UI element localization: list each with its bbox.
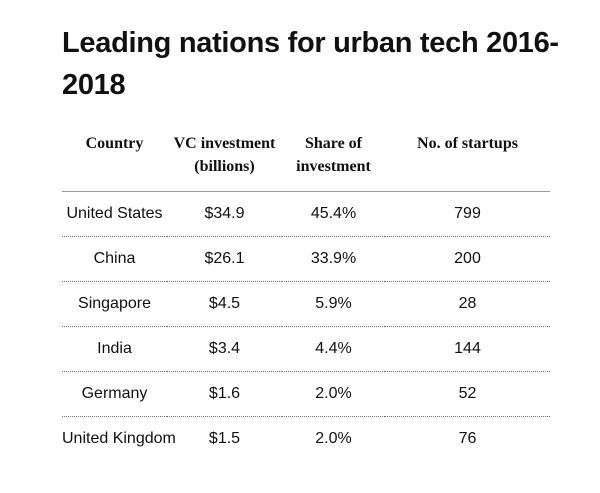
cell-vc-investment: $1.5 [208, 430, 241, 447]
chart-title: Leading nations for urban tech 2016-2018 [62, 27, 559, 101]
cell-country: India [62, 326, 167, 372]
column-header-startups: No. of startups [385, 128, 550, 192]
cell-startups: 76 [458, 430, 477, 447]
table-row: India $3.4 4.4% 144 [62, 326, 550, 372]
cell-vc-investment: $34.9 [167, 191, 282, 237]
cell-share: 2.0% [282, 371, 385, 417]
cell-country: United States [62, 191, 167, 237]
column-header-label: No. of startups [417, 135, 518, 152]
table-header-row: Country VC investment (billions) Share o… [62, 128, 550, 192]
cell-startups: 200 [385, 236, 550, 282]
column-header-share: Share of investment [282, 128, 385, 192]
cell-country: China [62, 236, 167, 282]
table-row: Singapore $4.5 5.9% 28 [62, 281, 550, 327]
cell-startups: 799 [385, 191, 550, 237]
column-header-label: VC investment (billions) [173, 135, 276, 175]
cell-country: United Kingdom [62, 430, 176, 447]
cell-startups: 144 [385, 326, 550, 372]
column-header-vc-investment: VC investment (billions) [167, 128, 282, 192]
cell-startups: 52 [385, 371, 550, 417]
cell-vc-investment: $4.5 [167, 281, 282, 327]
cell-vc-investment: $26.1 [167, 236, 282, 282]
table-row: Germany $1.6 2.0% 52 [62, 371, 550, 417]
data-table: Country VC investment (billions) Share o… [62, 128, 550, 461]
column-header-country: Country [62, 128, 167, 192]
column-header-label: Country [85, 135, 144, 152]
cell-share: 33.9% [282, 236, 385, 282]
cell-share: 45.4% [282, 191, 385, 237]
cell-vc-investment: $3.4 [167, 326, 282, 372]
table-row: China $26.1 33.9% 200 [62, 236, 550, 282]
cell-startups: 28 [385, 281, 550, 327]
cell-country: Singapore [62, 281, 167, 327]
cell-vc-investment: $1.6 [167, 371, 282, 417]
cell-share: 2.0% [315, 430, 352, 447]
table-row: United Kingdom $1.5 2.0% 76 [62, 417, 550, 462]
table-row: United States $34.9 45.4% 799 [62, 191, 550, 237]
column-header-label: Share of investment [296, 135, 371, 175]
cell-share: 4.4% [282, 326, 385, 372]
cell-country: Germany [62, 371, 167, 417]
cell-share: 5.9% [282, 281, 385, 327]
